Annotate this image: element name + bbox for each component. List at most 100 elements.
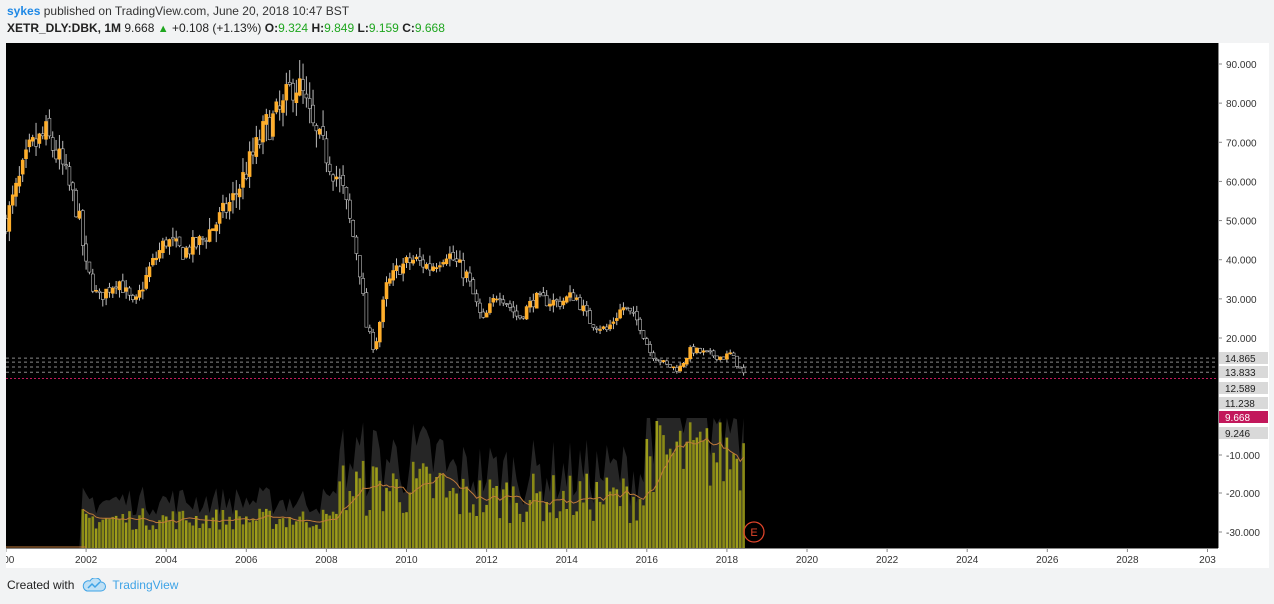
volume-bar [108, 518, 111, 548]
candle [434, 263, 439, 273]
volume-bar [201, 523, 205, 548]
volume-bar [371, 466, 375, 548]
candle [411, 255, 416, 266]
current-price-label: 9.668 [1219, 411, 1268, 424]
candle-body [71, 182, 75, 191]
candle-body [648, 344, 652, 353]
candle [211, 228, 215, 231]
volume-bar [608, 491, 612, 548]
candle-body [327, 163, 332, 172]
candle-body [157, 250, 162, 259]
volume-bar [305, 522, 308, 548]
candle-body [144, 275, 148, 289]
volume-bar [265, 508, 268, 548]
candle [634, 305, 639, 326]
level-price-label: 14.865 [1219, 352, 1268, 365]
candle [377, 320, 382, 348]
candle [20, 158, 25, 183]
candle [271, 110, 275, 141]
candle-body [518, 315, 522, 319]
candle-body [164, 239, 168, 247]
candle [641, 330, 646, 340]
chart-frame[interactable]: E 90.000 80.000 70.000 60.000 50.000 40.000 30.… [6, 43, 1269, 568]
symbol-legend: XETR_DLY:DBK, 1M 9.668 ▲ +0.108 (+1.13%)… [7, 21, 445, 35]
candle [651, 350, 656, 362]
candle-body [638, 318, 642, 331]
candle-body [191, 237, 195, 255]
candle-body [401, 263, 406, 274]
candle [688, 345, 693, 362]
volume-bar [532, 473, 535, 548]
candle [468, 266, 472, 287]
volume-bar [225, 524, 228, 548]
candle [481, 308, 486, 319]
time-tick-label: 2016 [636, 555, 659, 566]
candle [611, 317, 616, 330]
candle-body [501, 299, 506, 304]
candle-body [511, 306, 516, 313]
candle-body [337, 177, 342, 179]
candle [7, 201, 12, 242]
candle [34, 122, 38, 156]
volume-bar [508, 523, 512, 548]
candle-body [284, 84, 289, 101]
candle [77, 203, 82, 221]
candle-body [484, 312, 489, 318]
volume-bar [525, 511, 528, 548]
candle-body [508, 303, 512, 308]
candle-body [471, 279, 476, 295]
price-change: +0.108 (+1.13%) [171, 21, 262, 35]
candle [171, 227, 175, 247]
time-tick-label: 2024 [956, 555, 979, 566]
candle-body [267, 117, 272, 141]
volume-bar [124, 522, 128, 548]
candle-body [591, 324, 596, 328]
candle [64, 154, 68, 170]
candle-body [257, 139, 262, 145]
tradingview-brand[interactable]: TradingView [112, 578, 179, 592]
candle [381, 296, 385, 328]
candle-body [644, 338, 649, 345]
candle-body [451, 252, 456, 261]
candle [594, 326, 599, 333]
candle-body [381, 299, 385, 323]
label-text: 11.238 [1225, 399, 1255, 410]
candle-body [718, 356, 723, 360]
candle [417, 247, 422, 266]
candle-body [514, 310, 519, 317]
author-name[interactable]: sykes [7, 4, 41, 18]
price-chart[interactable]: E 90.000 80.000 70.000 60.000 50.000 40.000 30.… [6, 43, 1269, 568]
volume-bar [141, 508, 145, 548]
candle-body [97, 290, 102, 293]
candle-body [641, 330, 646, 339]
candle [534, 291, 539, 309]
candle-body [87, 261, 92, 273]
volume-bar [478, 480, 482, 548]
candle [134, 294, 138, 304]
volume-bar [702, 440, 705, 548]
volume-bar [281, 518, 285, 548]
label-box [1219, 352, 1268, 364]
candle-body [464, 271, 469, 279]
volume-bar [448, 491, 452, 548]
volume-bar [345, 510, 348, 548]
high-value: 9.849 [324, 21, 355, 35]
candle-body [654, 358, 659, 361]
candle-body [705, 350, 709, 353]
candle-body [628, 307, 632, 312]
candle [261, 115, 265, 155]
candle [301, 63, 305, 104]
volume-bar [91, 516, 95, 548]
candle-body [227, 202, 232, 212]
volume-bar [708, 485, 712, 548]
volume-bar [465, 486, 468, 548]
candle-body [94, 290, 98, 292]
candle-body [147, 266, 152, 278]
volume-tick-label: -20.000 [1226, 489, 1260, 500]
candle-body [281, 100, 285, 113]
candle [311, 89, 315, 127]
candle [274, 98, 279, 115]
volume-bar [365, 515, 368, 548]
candle [281, 94, 285, 127]
volume-bar [164, 516, 168, 548]
